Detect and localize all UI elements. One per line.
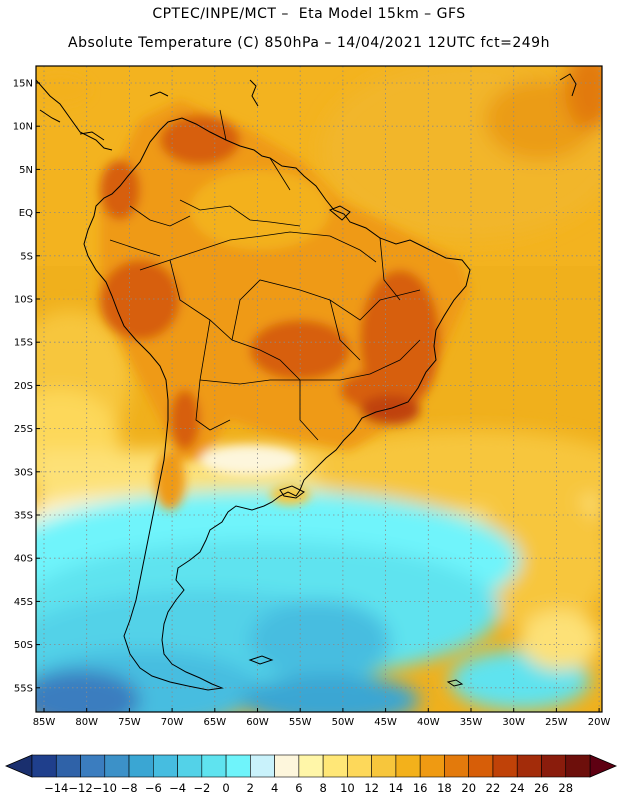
- lon-label: 25W: [545, 717, 568, 728]
- lat-label: 10S: [14, 295, 33, 306]
- colorbar-box: [371, 754, 397, 778]
- colorbar-label: 20: [461, 781, 476, 795]
- colorbar-box: [322, 754, 348, 778]
- lon-label: 35W: [460, 717, 483, 728]
- temperature-field: [36, 66, 602, 712]
- colorbar-under-triangle: [4, 754, 33, 778]
- latitude-labels: 15N 10N 5N EQ 5S 10S 15S 20S 25S 30S 35S 40S 45S 50S 5…: [13, 79, 40, 694]
- colorbar-label: 16: [413, 781, 428, 795]
- colorbar-label: −2: [193, 781, 210, 795]
- colorbar-label: 6: [295, 781, 302, 795]
- colorbar-box: [250, 754, 275, 778]
- colorbar-label: 28: [558, 781, 573, 795]
- temperature-map: 15N 10N 5N EQ 5S 10S 15S 20S 25S 30S 35S 40S 45S 50S 5…: [13, 65, 611, 728]
- colorbar-box: [298, 754, 324, 778]
- lon-label: 70W: [161, 717, 184, 728]
- colorbar-box: [565, 754, 591, 778]
- lon-label: 30W: [502, 717, 525, 728]
- colorbar-box: [104, 754, 130, 778]
- colorbar-label: 18: [437, 781, 452, 795]
- colorbar-box: [55, 754, 81, 778]
- map-title-line2: Absolute Temperature (C) 850hPa – 14/04/…: [68, 35, 550, 51]
- coastlines: [36, 73, 577, 691]
- lat-label: 45S: [14, 597, 33, 608]
- colorbar-label: 22: [486, 781, 501, 795]
- colorbar-box: [444, 754, 469, 778]
- colorbar-labels: −14 −12 −10 −8 −6 −4 −2 0 2 4 6 8 10 12 14 16 18 20 22 24 26…: [44, 781, 573, 795]
- colorbar-box: [492, 754, 518, 778]
- colorbar-over-triangle: [589, 754, 618, 778]
- lon-label: 80W: [75, 717, 98, 728]
- colorbar-label: 26: [534, 781, 549, 795]
- colorbar-box: [31, 754, 57, 778]
- colorbar-label: −10: [93, 781, 117, 795]
- lat-label: 30S: [14, 467, 33, 478]
- colorbar-label: 0: [222, 781, 229, 795]
- lon-label: 50W: [332, 717, 355, 728]
- colorbar-label: 10: [340, 781, 355, 795]
- lat-label: 50S: [14, 640, 33, 651]
- colorbar-label: 2: [247, 781, 254, 795]
- colorbar-boxes: [4, 754, 618, 778]
- colorbar-box: [541, 754, 567, 778]
- lon-label: 75W: [118, 717, 141, 728]
- colorbar-box: [80, 754, 106, 778]
- lon-label: 85W: [33, 717, 56, 728]
- lat-label: 15N: [13, 79, 33, 90]
- lon-label: 40W: [417, 717, 440, 728]
- colorbar-label: 14: [389, 781, 404, 795]
- colorbar-box: [128, 754, 154, 778]
- lat-label: 15S: [14, 338, 33, 349]
- colorbar: −14 −12 −10 −8 −6 −4 −2 0 2 4 6 8 10 12 14 16 18 20 22 24 26…: [4, 754, 618, 795]
- colorbar-box: [274, 754, 300, 778]
- lon-label: 55W: [289, 717, 312, 728]
- longitude-labels: 85W 80W 75W 70W 65W 60W 55W 50W 45W 40W 35W 30W 25W 2…: [33, 708, 611, 728]
- colorbar-label: 8: [319, 781, 326, 795]
- map-title-line1: CPTEC/INPE/MCT – Eta Model 15km – GFS: [152, 6, 466, 22]
- lat-label: 55S: [14, 683, 33, 694]
- lon-label: 45W: [374, 717, 397, 728]
- lat-label: 5N: [19, 165, 33, 176]
- lat-label: 5S: [20, 251, 33, 262]
- colorbar-label: 12: [364, 781, 379, 795]
- political-borders: [109, 109, 421, 441]
- colorbar-box: [177, 754, 203, 778]
- lon-label: 60W: [246, 717, 269, 728]
- colorbar-label: −6: [145, 781, 162, 795]
- lat-label: 10N: [13, 122, 33, 133]
- lat-label: EQ: [19, 208, 33, 219]
- colorbar-box: [153, 754, 178, 778]
- colorbar-label: 24: [510, 781, 525, 795]
- lat-label: 35S: [14, 511, 33, 522]
- lon-label: 20W: [588, 717, 611, 728]
- colorbar-box: [395, 754, 421, 778]
- map-frame: [35, 65, 603, 713]
- colorbar-box: [468, 754, 494, 778]
- lat-label: 25S: [14, 424, 33, 435]
- colorbar-label: −4: [169, 781, 186, 795]
- colorbar-box: [419, 754, 445, 778]
- colorbar-box: [201, 754, 227, 778]
- colorbar-box: [516, 754, 542, 778]
- colorbar-label: −12: [68, 781, 92, 795]
- colorbar-label: 4: [271, 781, 278, 795]
- colorbar-label: −8: [121, 781, 138, 795]
- colorbar-label: −14: [44, 781, 68, 795]
- lat-label: 20S: [14, 381, 33, 392]
- colorbar-box: [347, 754, 372, 778]
- colorbar-box: [225, 754, 251, 778]
- lat-label: 40S: [14, 554, 33, 565]
- lon-label: 65W: [203, 717, 226, 728]
